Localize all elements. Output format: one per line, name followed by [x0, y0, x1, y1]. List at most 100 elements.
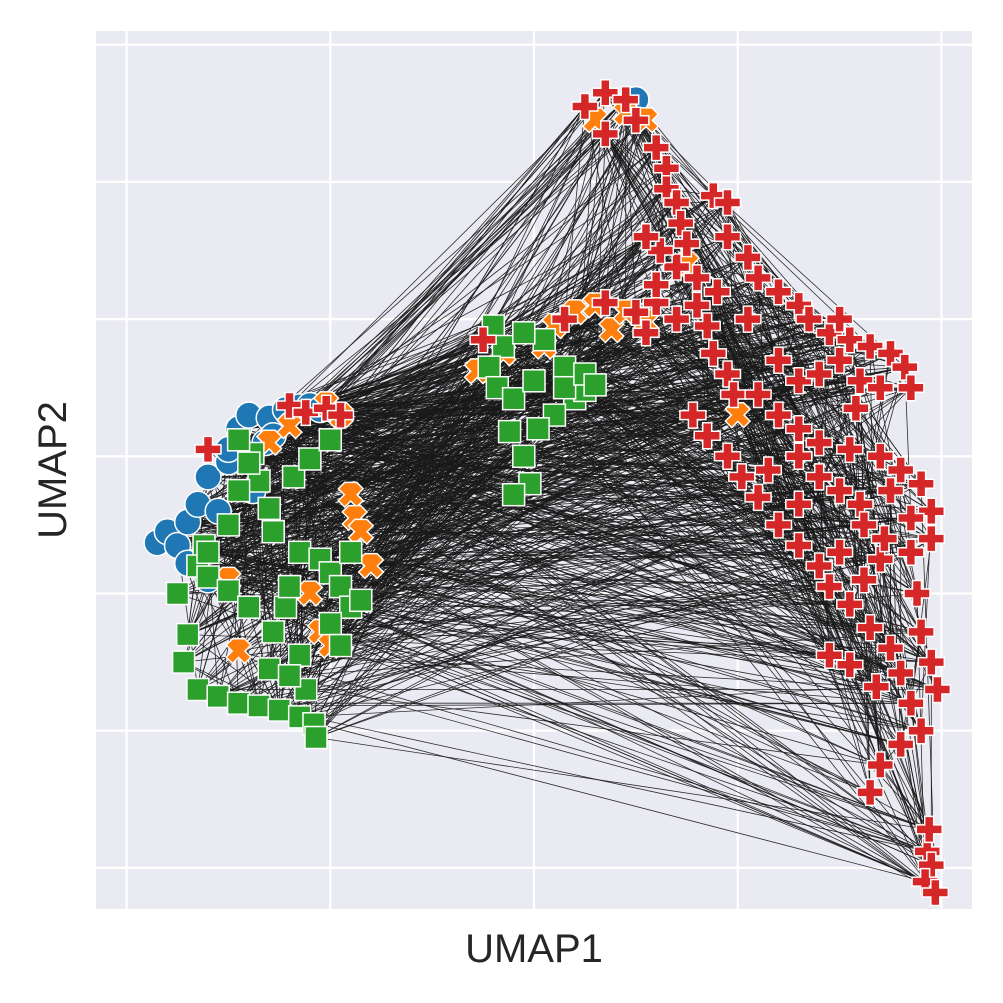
network-edge [564, 366, 851, 666]
network-edge [187, 455, 799, 523]
red-plus-point [683, 264, 711, 292]
network-edge [350, 606, 926, 882]
network-edge [315, 476, 820, 738]
network-edge [313, 455, 799, 725]
network-edge [712, 195, 922, 484]
network-edge [269, 490, 891, 509]
network-edge [350, 494, 830, 656]
network-edge [313, 120, 647, 724]
y-axis-label: UMAP2 [31, 401, 75, 539]
green-square-point [512, 444, 536, 469]
network-edge [319, 409, 928, 852]
red-plus-point [622, 298, 650, 326]
network-edge [289, 318, 810, 427]
green-square-point [196, 540, 220, 565]
network-edge [564, 318, 877, 688]
network-edge [299, 686, 877, 718]
red-plus-point [764, 346, 793, 375]
network-edge [829, 551, 912, 587]
network-edge [655, 302, 922, 731]
red-plus-point [591, 78, 620, 107]
network-edge [248, 606, 930, 830]
network-edge [319, 409, 850, 605]
red-plus-point [713, 442, 742, 471]
network-edge [299, 476, 820, 718]
green-square-point [318, 428, 343, 452]
green-square-point [261, 519, 285, 544]
green-square-point [349, 588, 373, 613]
network-edge [533, 380, 820, 567]
network-edge [564, 113, 627, 320]
green-square-point [237, 595, 261, 619]
red-plus-point [469, 325, 497, 354]
network-edge [757, 277, 861, 505]
network-edge [370, 565, 928, 852]
green-square-point [206, 684, 230, 709]
green-square-point [512, 321, 536, 345]
green-square-point [196, 565, 220, 589]
red-plus-point [754, 456, 783, 484]
network-edge [594, 120, 694, 416]
network-edge [309, 133, 606, 406]
green-square-point [267, 698, 292, 722]
network-edge [767, 469, 930, 830]
red-plus-point [825, 538, 854, 567]
green-square-point [501, 482, 526, 507]
network-edge [183, 99, 627, 663]
network-edge [503, 119, 637, 347]
network-edge [350, 604, 850, 608]
red-plus-point [866, 751, 895, 779]
green-square-point [186, 677, 210, 702]
red-plus-point [744, 380, 772, 409]
network-edge [350, 551, 901, 674]
red-plus-point [785, 415, 813, 443]
network-edge [207, 195, 714, 581]
red-plus-point [917, 648, 946, 676]
network-edge [315, 497, 759, 738]
network-edge [716, 291, 800, 430]
network-edge [285, 606, 922, 633]
green-square-point [287, 540, 312, 565]
red-plus-point [907, 618, 935, 646]
green-square-point [583, 373, 607, 397]
network-edge [604, 236, 647, 303]
network-edge [330, 623, 928, 852]
green-square-point [216, 513, 241, 537]
network-edge [594, 133, 606, 385]
red-plus-point [866, 442, 895, 471]
network-edge [733, 394, 881, 766]
red-plus-point [764, 401, 793, 429]
network-edge [625, 113, 800, 505]
red-plus-point [876, 634, 905, 663]
network-edge [584, 106, 627, 313]
network-edge [543, 339, 930, 830]
network-edge [370, 565, 922, 732]
red-plus-point [825, 346, 854, 375]
network-edge [207, 106, 586, 553]
red-plus-point [917, 524, 946, 553]
network-edge [554, 414, 759, 498]
red-plus-point [683, 291, 711, 320]
green-square-point [257, 496, 281, 521]
green-square-point [165, 581, 190, 606]
network-edge [370, 565, 926, 882]
red-plus-point [764, 277, 793, 306]
red-plus-point [915, 815, 943, 844]
red-plus-point [734, 305, 762, 333]
red-plus-point [292, 398, 320, 427]
green-square-point [273, 595, 298, 619]
green-square-point [237, 451, 261, 475]
red-plus-point [703, 277, 732, 306]
red-plus-point [897, 689, 925, 717]
red-plus-point [679, 401, 707, 429]
red-plus-point [866, 545, 895, 573]
network-edge [309, 458, 922, 633]
network-edge [248, 414, 850, 605]
network-edge [574, 311, 865, 581]
green-square-point [318, 611, 343, 636]
network-edge [299, 654, 911, 704]
network-edge [258, 551, 840, 707]
red-plus-point [693, 312, 721, 340]
network-edge [829, 586, 936, 893]
network-edge [818, 442, 840, 553]
